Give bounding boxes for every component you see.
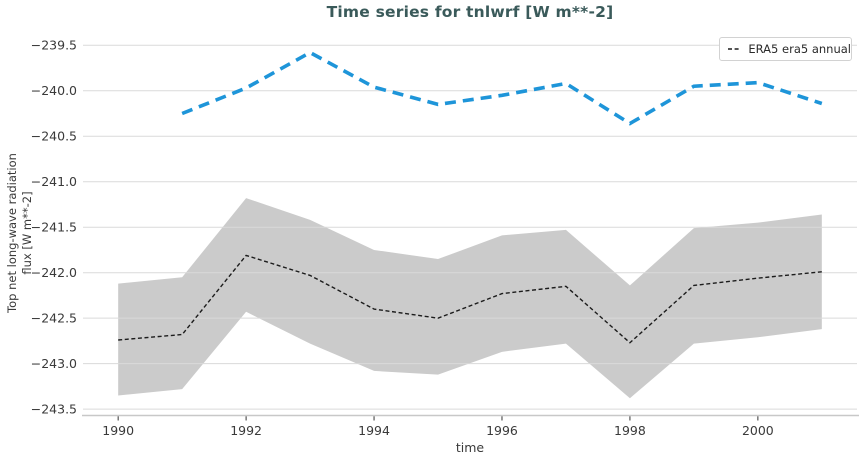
- chart-title: Time series for tnlwrf [W m**-2]: [326, 3, 614, 21]
- legend: ERA5 era5 annual: [719, 37, 852, 61]
- era5-annual-line: [118, 254, 822, 344]
- y-tick-label: −243.0: [31, 356, 77, 371]
- y-tick-label: −241.5: [31, 220, 77, 235]
- y-tick-label: −243.5: [31, 401, 77, 416]
- y-tick-label: −242.0: [31, 265, 77, 280]
- x-tick-label: 1990: [102, 423, 134, 438]
- y-tick-label: −240.5: [31, 129, 77, 144]
- x-tick-label: 1998: [614, 423, 646, 438]
- x-tick-label: 1996: [486, 423, 518, 438]
- x-axis-label: time: [455, 440, 485, 455]
- uncertainty-band: [118, 198, 822, 399]
- y-axis-label: Top net long-wave radiation flux [W m**-…: [5, 153, 34, 313]
- legend-entry-label: ERA5 era5 annual: [748, 42, 851, 56]
- x-tick-label: 1992: [230, 423, 262, 438]
- y-tick-label: −242.5: [31, 310, 77, 325]
- x-tick-label: 1994: [358, 423, 390, 438]
- y-tick-label: −241.0: [31, 174, 77, 189]
- legend-dash-sample: [728, 48, 742, 50]
- x-tick-label: 2000: [742, 423, 774, 438]
- y-tick-label: −240.0: [31, 83, 77, 98]
- y-tick-label: −239.5: [31, 38, 77, 53]
- series-line-2: [181, 50, 823, 126]
